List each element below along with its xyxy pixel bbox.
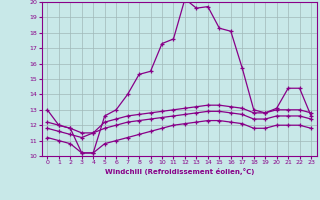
X-axis label: Windchill (Refroidissement éolien,°C): Windchill (Refroidissement éolien,°C) xyxy=(105,168,254,175)
